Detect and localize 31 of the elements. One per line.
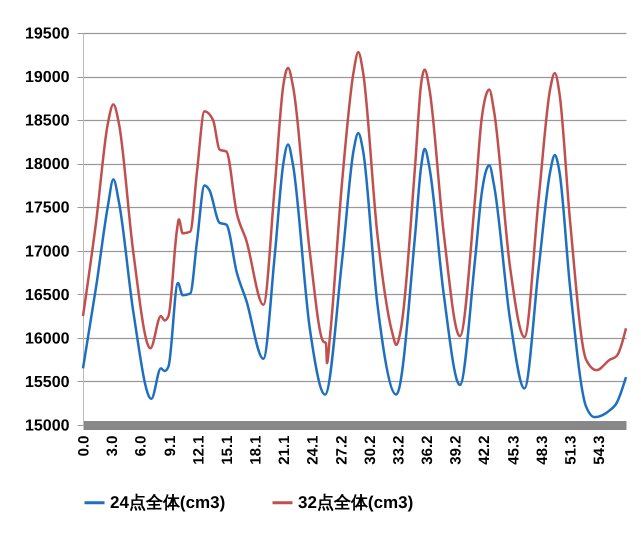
x-tick-label: 36.2 <box>419 436 436 465</box>
legend-label: 24点全体(cm3) <box>110 492 226 512</box>
x-tick-label: 30.2 <box>362 436 380 465</box>
y-tick-label: 17500 <box>25 200 70 217</box>
x-tick-label: 39.2 <box>448 436 465 465</box>
x-tick-label: 42.2 <box>476 436 494 465</box>
x-tick-label: 27.2 <box>334 436 351 465</box>
x-tick-label: 51.3 <box>562 436 580 465</box>
x-tick-label: 9.1 <box>162 436 179 456</box>
y-tick-label: 19500 <box>25 26 70 42</box>
y-tick-label: 16000 <box>25 330 70 348</box>
x-tick-label: 24.1 <box>304 436 322 465</box>
x-tick-label: 54.3 <box>590 436 608 465</box>
x-tick-label: 0.0 <box>76 436 92 456</box>
y-tick-label: 18000 <box>25 156 70 174</box>
x-tick-label: 21.1 <box>276 436 293 465</box>
y-tick-label: 15500 <box>25 374 70 391</box>
x-tick-label: 48.3 <box>534 436 552 465</box>
x-tick-label: 33.2 <box>390 436 408 465</box>
x-tick-label: 45.3 <box>506 436 523 465</box>
x-tick-label: 3.0 <box>104 436 121 456</box>
y-tick-label: 19000 <box>25 69 70 86</box>
x-tick-label: 6.0 <box>132 436 150 456</box>
x-tick-label: 18.1 <box>247 436 264 465</box>
y-tick-label: 18500 <box>25 112 70 130</box>
y-tick-label: 17000 <box>25 243 70 260</box>
x-tick-label: 15.1 <box>218 436 236 465</box>
x-tick-label: 12.1 <box>190 436 208 465</box>
legend-label: 32点全体(cm3) <box>298 492 414 512</box>
y-tick-label: 16500 <box>25 286 70 304</box>
y-tick-label: 15000 <box>25 418 70 434</box>
